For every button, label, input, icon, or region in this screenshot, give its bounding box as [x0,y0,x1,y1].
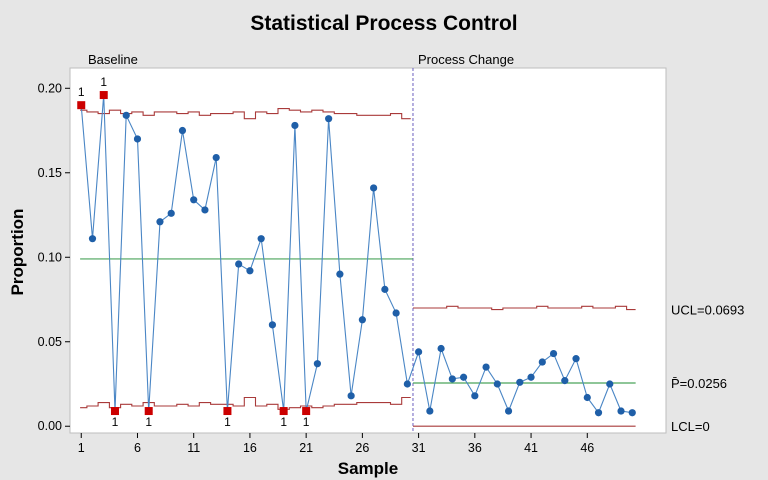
data-point [516,378,524,386]
y-tick-label: 0.20 [38,81,62,95]
out-of-control-point [302,407,311,416]
lcl-line [80,396,411,410]
data-point [381,285,389,293]
data-point [426,407,434,415]
data-point [268,321,277,329]
test-flag: 1 [78,85,85,99]
test-flags: 1 1 1 1 1 1 1 [78,75,310,429]
data-point [370,184,378,192]
data-point [527,373,535,381]
data-point [235,260,243,268]
center-lines [80,258,636,384]
data-point [122,111,130,119]
data-point [482,363,490,371]
proportion-series [77,91,636,417]
data-point [201,206,209,214]
data-point [583,393,591,402]
x-tick-label: 11 [187,441,200,455]
y-tick-label: 0.10 [38,250,62,264]
data-point [178,126,187,135]
out-of-control-point [110,407,119,416]
x-tick-label: 16 [243,441,257,455]
out-of-control-point [77,101,86,110]
stage-labels: Baseline Process Change [88,52,514,67]
data-point [628,409,636,417]
data-point [471,392,479,400]
data-point [257,235,265,243]
data-point [133,135,142,143]
ucl-line [80,108,411,120]
control-limits [80,108,636,427]
data-point [504,407,513,415]
out-of-control-point [279,407,288,416]
x-axis-title: Sample [338,459,398,478]
y-tick-label: 0.05 [38,335,62,349]
x-tick-label: 46 [580,441,594,455]
data-point [291,121,299,130]
data-point [313,360,321,368]
data-point [88,235,97,243]
x-tick-label: 36 [468,441,482,455]
test-flag: 1 [145,415,152,429]
out-of-control-point [144,407,153,416]
data-point [572,355,580,363]
data-point [358,316,366,324]
ucl-line [413,305,636,311]
data-point [325,115,333,123]
x-tick-label: 26 [355,441,369,455]
limit-labels: UCL=0.0693 P̄=0.0256 LCL=0 [671,303,744,435]
data-point [336,270,344,278]
stage-label: Baseline [88,52,138,67]
data-point [403,380,411,388]
x-tick-label: 41 [524,441,538,455]
data-point [212,153,220,162]
data-point [459,373,468,381]
data-point [190,196,198,204]
data-point [156,218,164,226]
ucl-label: UCL=0.0693 [671,303,744,318]
data-point [415,348,423,356]
y-tick-label: 0.00 [38,419,62,433]
lcl-label: LCL=0 [671,419,710,434]
x-tick-label: 31 [412,441,426,455]
data-point [561,377,569,385]
test-flag: 1 [100,75,107,89]
test-flag: 1 [112,415,119,429]
test-flag: 1 [280,415,287,429]
test-flag: 1 [224,415,231,429]
data-point [549,349,558,358]
data-point [347,392,355,400]
out-of-control-point [223,407,232,416]
data-point [493,380,501,388]
x-tick-label: 1 [78,441,85,455]
data-point [246,267,254,275]
data-point [594,409,603,417]
x-tick-label: 21 [299,441,313,455]
chart-title: Statistical Process Control [250,12,517,35]
data-point [606,380,614,388]
data-point [538,358,546,366]
data-point [437,344,445,353]
out-of-control-point [99,91,108,100]
data-point [448,375,456,383]
data-point [167,209,175,217]
stage-label: Process Change [418,52,514,67]
data-point [617,407,625,415]
center-label: P̄=0.0256 [671,376,727,391]
axes: 0.000.050.100.150.201 6 11 16 21 26 31 36 41 46 [38,81,595,455]
y-tick-label: 0.15 [38,166,62,180]
data-point [392,309,400,317]
x-tick-label: 6 [134,441,141,455]
test-flag: 1 [303,415,310,429]
y-axis-title: Proportion [8,209,27,296]
